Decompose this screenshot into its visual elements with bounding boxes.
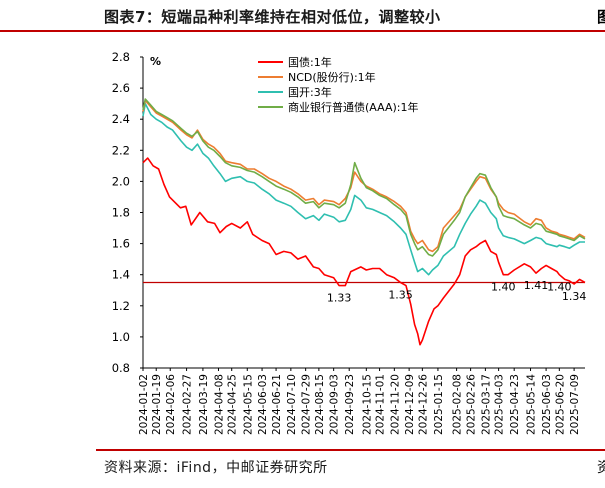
- y-tick-label: 1.4: [112, 268, 130, 282]
- x-tick-label: 2024-07-29: [301, 374, 313, 435]
- x-tick-label: 2024-02-06: [165, 374, 177, 435]
- x-tick-label: 2025-02-26: [466, 374, 478, 435]
- y-tick-label: 2.8: [112, 50, 130, 64]
- x-tick-label: 2025-03-17: [480, 374, 492, 435]
- x-tick-label: 2024-06-21: [271, 374, 283, 435]
- y-tick-label: 1.2: [112, 299, 130, 313]
- data-label: 1.33: [327, 292, 352, 305]
- series-line-0: [142, 157, 586, 346]
- legend-label: 国债:1年: [288, 55, 332, 69]
- data-label: 1.41: [524, 279, 549, 292]
- x-tick-label: 2025-07-09: [569, 374, 581, 435]
- x-tick-label: 2025-01-15: [433, 374, 445, 435]
- data-label: 1.40: [547, 281, 572, 294]
- x-tick-label: 2024-03-19: [198, 374, 210, 435]
- x-tick-label: 2025-06-20: [554, 374, 566, 435]
- source-note: 资料来源：iFind，中邮证券研究所: [104, 460, 328, 476]
- x-tick-label: 2024-09-03: [329, 374, 341, 435]
- y-axis-labels: 2.8 2.6 2.4 2.2 2.0 1.8 1.6 1.4 1.2 1.0 0.8: [112, 50, 143, 375]
- x-tick-label: 2024-06-03: [257, 374, 269, 435]
- point-annotations: 1.33 1.351.40 1.411.401.34: [327, 279, 587, 304]
- plot-area: 2.8 2.6 2.4 2.2 2.0 1.8 1.6 1.4 1.2 1.0 0.8 2024-0…: [112, 50, 587, 435]
- x-axis-labels: 2024-01-02 2024-01-19 2024-02-06 2024-02-27…: [138, 368, 581, 435]
- y-tick-label: 1.8: [112, 206, 130, 220]
- y-tick-label: 2.0: [112, 174, 130, 188]
- y-tick-label: 2.4: [112, 112, 130, 126]
- cropped-title-glyph: 图: [597, 8, 605, 26]
- footer-divider: [96, 449, 605, 451]
- y-unit-label: %: [150, 55, 161, 68]
- x-tick-label: 2024-08-15: [314, 374, 326, 435]
- y-tick-label: 1.6: [112, 237, 130, 251]
- data-label: 1.40: [491, 281, 516, 294]
- x-tick-label: 2024-04-25: [227, 374, 239, 435]
- series-line-1: [142, 99, 586, 253]
- x-tick-label: 2025-02-08: [452, 374, 464, 435]
- x-tick-label: 2024-11-01: [375, 374, 387, 435]
- x-tick-label: 2024-01-19: [151, 374, 163, 435]
- y-tick-label: 1.0: [112, 330, 130, 344]
- x-tick-label: 2024-10-15: [361, 374, 373, 435]
- x-tick-label: 2024-05-15: [242, 374, 254, 435]
- legend-label: 商业银行普通债(AAA):1年: [288, 100, 418, 114]
- legend-label: 国开:3年: [288, 85, 332, 99]
- x-tick-label: 2024-07-10: [286, 374, 298, 435]
- title-bar: 图表7：短端品种利率维持在相对低位，调整较小 图: [0, 0, 605, 32]
- line-chart: 2.8 2.6 2.4 2.2 2.0 1.8 1.6 1.4 1.2 1.0 0.8 2024-0…: [112, 50, 587, 435]
- x-tick-label: 2025-06-03: [541, 374, 553, 435]
- cropped-source-glyph: 资: [597, 460, 605, 476]
- x-tick-label: 2025-05-14: [526, 374, 538, 435]
- x-tick-label: 2024-11-20: [389, 374, 401, 435]
- legend-label: NCD(股份行):1年: [288, 70, 376, 84]
- x-tick-label: 2024-02-27: [182, 374, 194, 435]
- x-tick-label: 2024-04-08: [213, 374, 225, 435]
- data-label: 1.35: [388, 288, 413, 301]
- y-tick-label: 2.6: [112, 81, 130, 95]
- data-label: 1.34: [562, 290, 587, 303]
- series-line-2: [142, 102, 585, 276]
- series-lines: [142, 98, 586, 346]
- x-tick-label: 2024-12-09: [404, 374, 416, 435]
- x-tick-label: 2025-04-03: [494, 374, 506, 435]
- series-line-3: [142, 98, 586, 257]
- x-tick-label: 2024-12-26: [417, 374, 429, 435]
- x-tick-label: 2024-01-02: [138, 374, 150, 435]
- chart-title: 图表7：短端品种利率维持在相对低位，调整较小: [104, 8, 441, 26]
- y-tick-label: 0.8: [112, 361, 130, 375]
- x-tick-label: 2025-04-23: [509, 374, 521, 435]
- y-tick-label: 2.2: [112, 143, 130, 157]
- x-tick-label: 2024-09-23: [344, 374, 356, 435]
